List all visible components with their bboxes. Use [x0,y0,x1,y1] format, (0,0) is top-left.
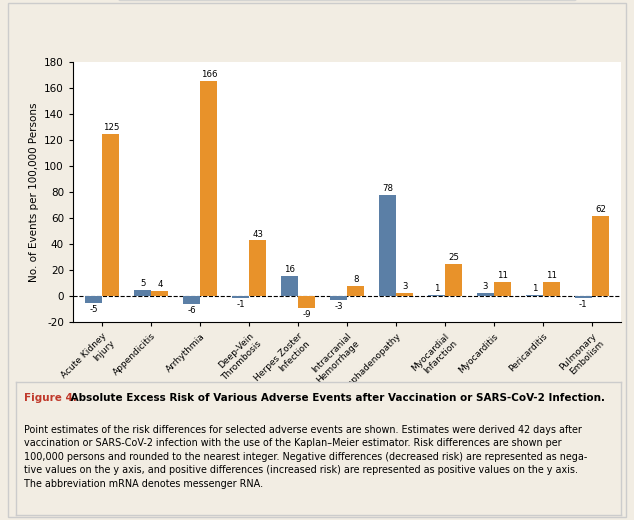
Bar [543,282,560,296]
Text: Absolute Excess Risk of Various Adverse Events after Vaccination or SARS-CoV-2 I: Absolute Excess Risk of Various Adverse … [67,393,605,403]
Bar [152,291,169,296]
Bar [200,81,217,296]
Bar [445,264,462,296]
Text: 25: 25 [448,253,459,262]
Text: 3: 3 [482,281,488,291]
Bar [281,276,298,296]
Text: 125: 125 [103,123,119,132]
Text: 4: 4 [157,280,162,289]
Text: -9: -9 [302,310,311,319]
Bar [249,240,266,296]
Bar [298,296,315,308]
Text: 166: 166 [200,70,217,79]
Text: 5: 5 [140,279,145,288]
Bar [592,216,609,296]
Bar [347,286,365,296]
Text: 16: 16 [284,265,295,274]
Text: Point estimates of the risk differences for selected adverse events are shown. E: Point estimates of the risk differences … [23,425,587,489]
Text: 1: 1 [532,284,537,293]
Bar [183,296,200,304]
Text: 8: 8 [353,275,358,284]
Text: -1: -1 [236,300,245,309]
Bar [477,292,494,296]
Text: 11: 11 [497,271,508,280]
Y-axis label: No. of Events per 100,000 Persons: No. of Events per 100,000 Persons [29,102,39,282]
Text: 3: 3 [402,281,408,291]
Text: -1: -1 [579,300,588,309]
Bar [134,290,152,296]
Bar [396,292,413,296]
Text: 11: 11 [546,271,557,280]
Bar [428,295,445,296]
Text: Figure 4.: Figure 4. [23,393,77,403]
Bar [379,195,396,296]
Bar [330,296,347,301]
Text: -3: -3 [334,302,343,311]
Bar [102,134,119,296]
Text: 78: 78 [382,184,393,193]
Text: 1: 1 [434,284,439,293]
Text: 62: 62 [595,205,606,214]
Text: 43: 43 [252,229,263,239]
Bar [232,296,249,297]
Text: -5: -5 [89,305,98,314]
Bar [494,282,511,296]
Bar [85,296,102,303]
Bar [526,295,543,296]
Text: -6: -6 [187,306,196,315]
Bar [575,296,592,297]
